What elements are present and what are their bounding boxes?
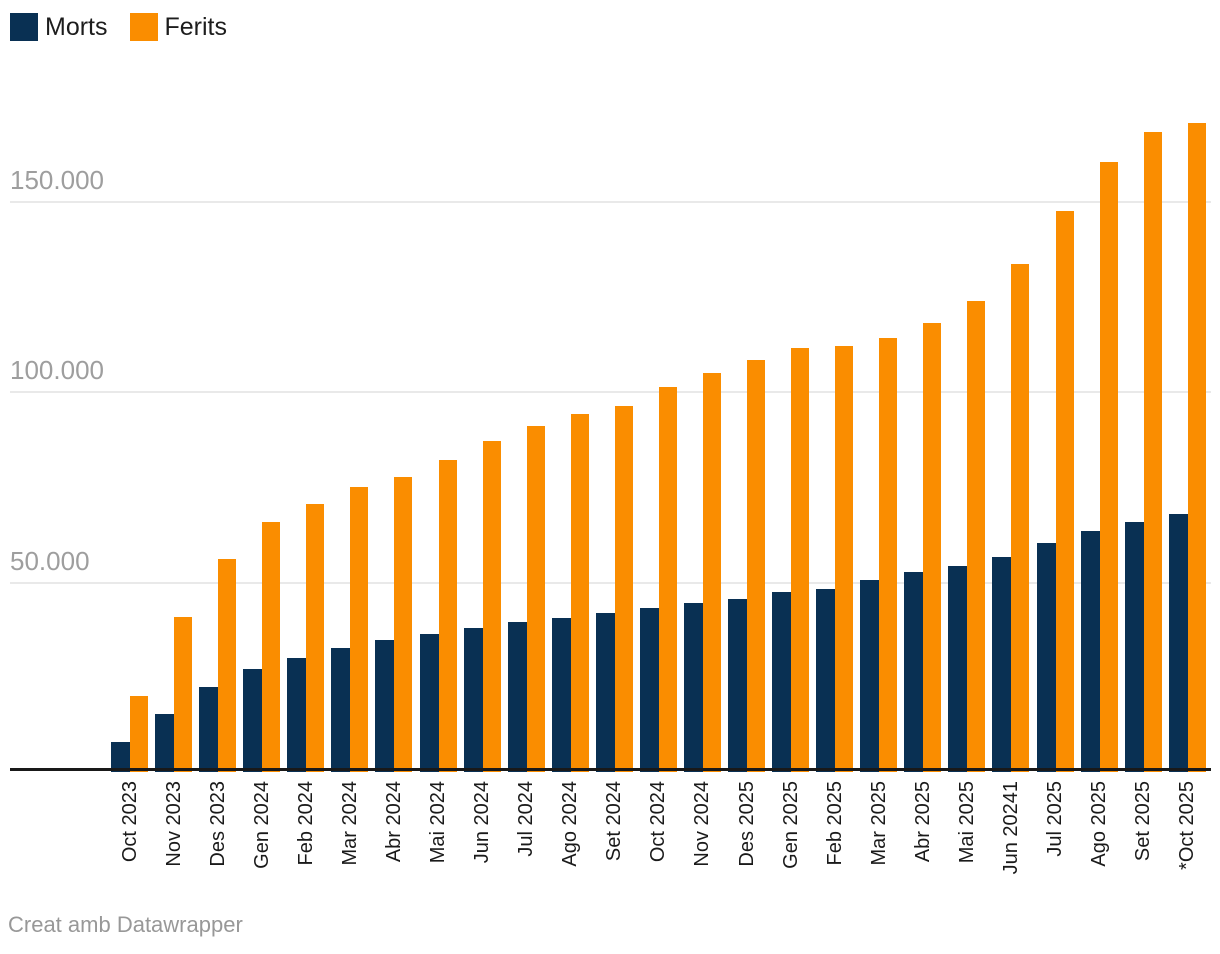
bar-ferits[interactable] <box>218 558 237 772</box>
bar-morts[interactable] <box>904 572 924 772</box>
x-axis-tick-label: Set 2024 <box>603 781 626 862</box>
bar-morts[interactable] <box>463 627 483 772</box>
bar-morts[interactable] <box>683 603 703 772</box>
bar-morts[interactable] <box>507 622 527 772</box>
bar-morts[interactable] <box>860 580 880 772</box>
bar-morts[interactable] <box>1036 542 1056 772</box>
bar-ferits[interactable] <box>967 301 986 772</box>
x-axis-tick-label: Abr 2025 <box>911 781 934 863</box>
bar-morts[interactable] <box>287 657 307 772</box>
bar-ferits[interactable] <box>438 460 457 772</box>
legend-item-morts: Morts <box>10 13 108 41</box>
y-axis-tick-label: 50.000 <box>10 545 90 576</box>
bar-ferits[interactable] <box>1055 211 1074 772</box>
x-axis-tick-label: Gen 2025 <box>779 781 802 869</box>
x-axis-tick-label: Ago 2025 <box>1088 781 1110 867</box>
x-axis-tick-label: Nov 2024 <box>691 781 714 867</box>
gridline <box>10 391 1211 394</box>
bar-ferits[interactable] <box>526 426 545 772</box>
legend-swatch-morts <box>10 13 38 41</box>
bar-morts[interactable] <box>992 557 1012 772</box>
bar-ferits[interactable] <box>1143 131 1162 772</box>
bar-ferits[interactable] <box>482 441 501 772</box>
x-axis-tick-label: *Oct 2025 <box>1176 781 1199 870</box>
bar-morts[interactable] <box>1168 514 1188 772</box>
bar-ferits[interactable] <box>747 360 765 772</box>
x-axis-tick-label: Mai 2025 <box>955 781 978 864</box>
x-axis-tick-label: Set 2025 <box>1132 781 1155 862</box>
x-axis-line <box>10 768 1211 771</box>
y-axis-tick-label: 100.000 <box>10 355 104 386</box>
gridline <box>10 581 1211 584</box>
x-axis-tick-label: Jul 2024 <box>515 781 538 857</box>
bar-morts[interactable] <box>243 669 263 772</box>
bar-ferits[interactable] <box>262 521 281 772</box>
legend-swatch-ferits <box>129 13 158 41</box>
x-axis-tick-label: Oct 2024 <box>647 781 670 863</box>
bar-morts[interactable] <box>111 741 130 772</box>
bar-morts[interactable] <box>948 565 968 772</box>
bar-morts[interactable] <box>595 613 615 772</box>
legend-item-ferits: Ferits <box>129 13 228 41</box>
x-axis-tick-label: Ago 2024 <box>559 781 582 867</box>
bar-ferits[interactable] <box>394 477 413 772</box>
x-axis-tick-label: Feb 2025 <box>823 781 846 866</box>
x-axis-tick-label: Abr 2024 <box>382 781 405 863</box>
gridline <box>10 201 1211 204</box>
x-axis-tick-label: Oct 2023 <box>118 781 141 863</box>
legend-label-morts: Morts <box>45 13 108 41</box>
y-axis-tick-label: 150.000 <box>10 165 104 196</box>
x-axis-tick-label: Gen 2024 <box>250 781 273 869</box>
x-axis-tick-label: Jul 2025 <box>1044 781 1066 857</box>
x-axis-tick-label: Feb 2024 <box>294 781 317 866</box>
bar-morts[interactable] <box>551 617 571 772</box>
x-axis-tick-label: Mar 2024 <box>338 781 361 866</box>
bar-ferits[interactable] <box>350 486 369 772</box>
bar-ferits[interactable] <box>791 348 809 772</box>
bar-ferits[interactable] <box>1187 122 1206 772</box>
bar-ferits[interactable] <box>570 414 589 772</box>
x-axis-tick-label: Des 2023 <box>206 781 229 867</box>
bar-ferits[interactable] <box>1099 161 1118 772</box>
bar-morts[interactable] <box>772 591 791 772</box>
bar-ferits[interactable] <box>923 322 942 772</box>
bar-ferits[interactable] <box>658 386 677 772</box>
legend: Morts Ferits <box>10 13 227 41</box>
x-axis-tick-label: Des 2025 <box>735 781 758 867</box>
bar-ferits[interactable] <box>879 337 898 772</box>
x-axis-tick-label: Jun 20241 <box>999 781 1022 875</box>
bar-morts[interactable] <box>728 598 747 772</box>
bar-morts[interactable] <box>419 634 439 772</box>
x-axis-tick-label: Mar 2025 <box>867 781 890 866</box>
bar-ferits[interactable] <box>1011 263 1030 772</box>
bar-morts[interactable] <box>639 607 659 772</box>
bar-morts[interactable] <box>375 640 395 772</box>
bar-ferits[interactable] <box>174 616 193 772</box>
bar-ferits[interactable] <box>306 504 325 772</box>
legend-label-ferits: Ferits <box>164 13 228 41</box>
x-axis-tick-label: Mai 2024 <box>427 781 449 864</box>
bar-morts[interactable] <box>199 687 219 772</box>
bar-morts[interactable] <box>1124 521 1144 772</box>
bar-ferits[interactable] <box>614 406 633 772</box>
bar-ferits[interactable] <box>130 695 148 772</box>
x-axis-tick-label: Jun 2024 <box>471 781 494 864</box>
bar-ferits[interactable] <box>702 373 721 772</box>
bar-morts[interactable] <box>1080 530 1100 772</box>
x-axis-tick-label: Nov 2023 <box>162 781 185 867</box>
bar-morts[interactable] <box>816 588 836 772</box>
bar-morts[interactable] <box>155 714 175 772</box>
bar-ferits[interactable] <box>835 346 854 772</box>
bar-morts[interactable] <box>331 647 351 772</box>
attribution-text: Creat amb Datawrapper <box>8 912 243 937</box>
